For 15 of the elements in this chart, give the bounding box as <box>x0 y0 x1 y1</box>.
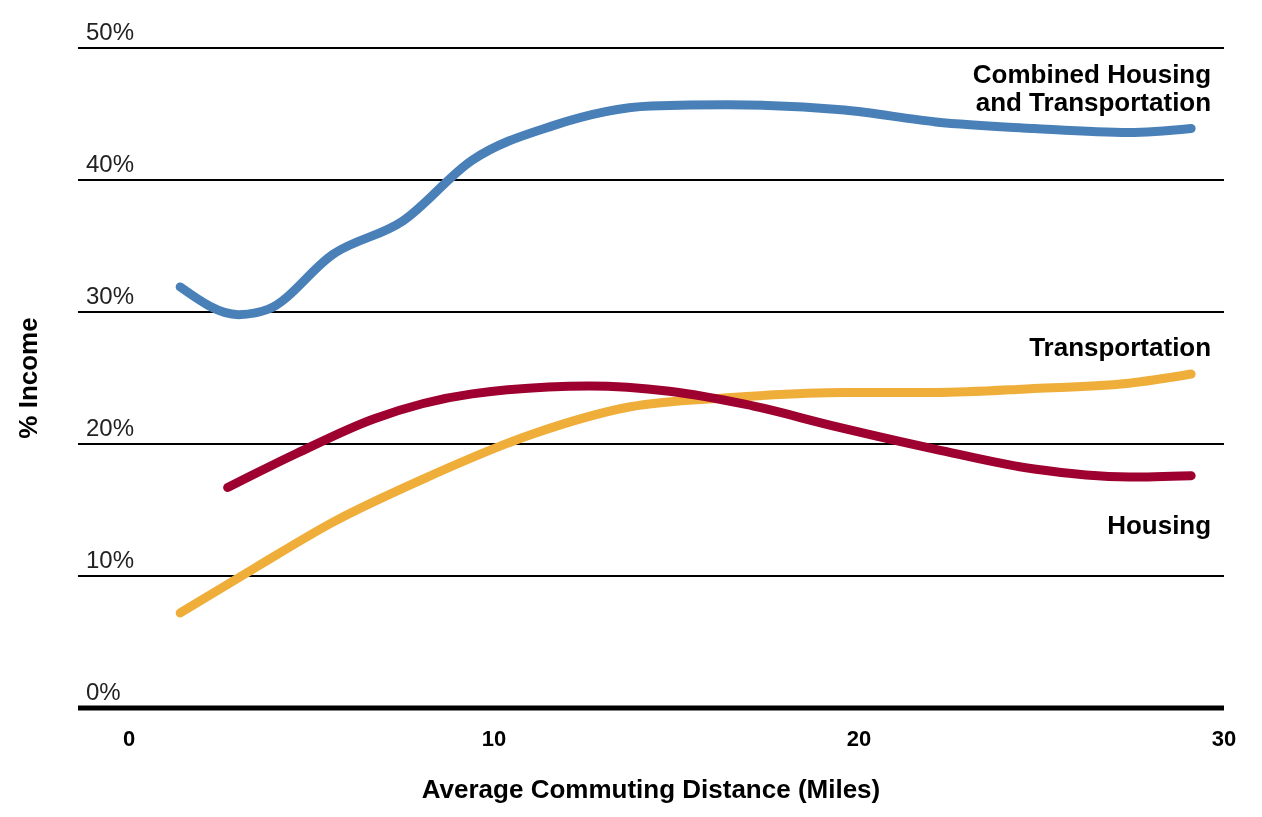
y-axis-title: % Income <box>13 317 44 439</box>
x-tick-label: 0 <box>122 725 136 751</box>
series-label: Housing <box>1107 509 1212 540</box>
x-axis-title: Average Commuting Distance (Miles) <box>421 774 881 804</box>
series-label: Combined Housing and Transportation <box>972 58 1212 117</box>
y-tick-label: 50% <box>86 18 135 45</box>
y-tick-label: 20% <box>86 414 135 441</box>
series-label: Transportation <box>1029 332 1212 363</box>
y-tick-label: 10% <box>86 546 135 573</box>
x-tick-label: 30 <box>1211 725 1237 751</box>
x-tick-label: 10 <box>481 725 507 751</box>
y-tick-label: 30% <box>86 282 135 309</box>
y-tick-label: 40% <box>86 150 135 177</box>
y-tick-label: 0% <box>86 678 121 705</box>
x-tick-label: 20 <box>846 725 872 751</box>
